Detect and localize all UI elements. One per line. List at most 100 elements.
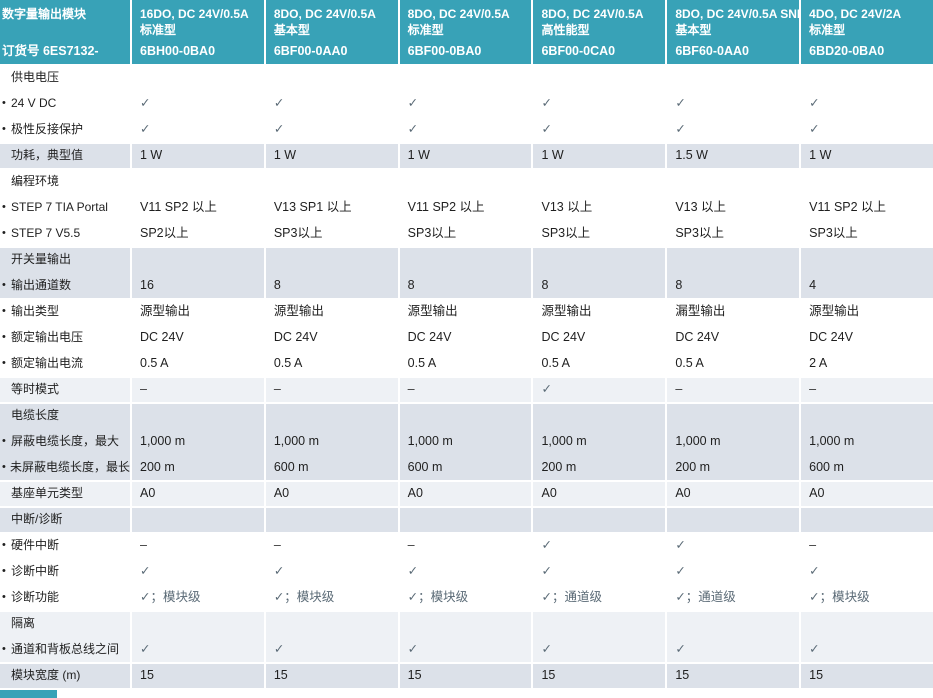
cell-value [533, 402, 666, 428]
cell-value: A0 [801, 480, 933, 506]
cell-value [132, 402, 264, 428]
cell-value: V13 SP1 以上 [265, 194, 398, 220]
cell-value: 0.5 A [667, 350, 800, 376]
cell-value: SP3以上 [399, 220, 532, 246]
cell-value: SP3以上 [667, 220, 800, 246]
row-label: 极性反接保护 [11, 122, 84, 136]
cell-value: – [667, 376, 800, 402]
row-label-cell: • 诊断功能 [0, 584, 130, 610]
table-row: • 诊断功能 ✓；模块级 ✓；模块级 ✓；模块级 ✓；通道级 ✓；通道级 ✓；模块级 [0, 584, 933, 610]
cell-value: 源型输出 [533, 298, 666, 324]
cell-value [533, 246, 666, 272]
table-row: 供电电压 [0, 64, 933, 90]
cell-value: 200 m [132, 454, 264, 480]
row-label-cell: • STEP 7 TIA Portal [0, 194, 130, 220]
cell-value [132, 64, 264, 90]
cell-value [667, 168, 800, 194]
bullet-icon: • [2, 435, 6, 447]
cell-value: A0 [265, 480, 398, 506]
cell-value: 2 A [801, 350, 933, 376]
column-header-cell: 8DO, DC 24V/0.5A SNK 基本型 6BF60-0AA0 [667, 0, 800, 64]
row-label-cell: 功耗，典型值 [0, 142, 130, 168]
cell-value: DC 24V [533, 324, 666, 350]
cell-value [801, 246, 933, 272]
row-label: 隔离 [11, 616, 36, 630]
cell-value [265, 506, 398, 532]
cell-value: ✓ [399, 558, 532, 584]
row-label-cell: • 额定输出电压 [0, 324, 130, 350]
cell-value [265, 402, 398, 428]
cell-value: – [801, 376, 933, 402]
row-label-cell: 编程环境 [0, 168, 130, 194]
table-row: • 硬件中断 – – – ✓ ✓ – [0, 532, 933, 558]
row-label: 编程环境 [11, 174, 60, 188]
cell-value: ✓ [801, 116, 933, 142]
bottom-filler [0, 688, 933, 698]
row-label-cell: • 硬件中断 [0, 532, 130, 558]
cell-value [667, 246, 800, 272]
column-header-cell: 8DO, DC 24V/0.5A 基本型 6BF00-0AA0 [265, 0, 398, 64]
cell-value: 15 [667, 662, 800, 688]
cell-value: DC 24V [132, 324, 264, 350]
cell-value: ✓ [533, 116, 666, 142]
bullet-icon: • [2, 227, 6, 239]
row-label: 开关量输出 [11, 252, 72, 266]
cell-value: SP2以上 [132, 220, 264, 246]
bullet-icon: • [2, 565, 6, 577]
cell-value: 4 [801, 272, 933, 298]
column-header-cell: 16DO, DC 24V/0.5A 标准型 6BH00-0BA0 [132, 0, 264, 64]
cell-value: 1 W [132, 142, 264, 168]
cell-value: ✓ [265, 116, 398, 142]
cell-value: ✓ [667, 532, 800, 558]
cell-value [533, 168, 666, 194]
table-row: • 诊断中断 ✓ ✓ ✓ ✓ ✓ ✓ [0, 558, 933, 584]
row-label: 未屏蔽电缆长度，最长 [9, 460, 130, 474]
cell-value: – [132, 376, 264, 402]
cell-value [667, 64, 800, 90]
cell-value: 1 W [801, 142, 933, 168]
cell-value [265, 64, 398, 90]
row-label-cell: 电缆长度 [0, 402, 130, 428]
table-row: 电缆长度 [0, 402, 933, 428]
cell-value [667, 402, 800, 428]
cell-value: 1,000 m [399, 428, 532, 454]
model-variant: 标准型 [809, 23, 846, 37]
row-label-cell: 中断/诊断 [0, 506, 130, 532]
row-label: 中断/诊断 [11, 512, 63, 526]
bullet-icon: • [2, 123, 6, 135]
cell-value: 源型输出 [132, 298, 264, 324]
row-label: 输出类型 [11, 304, 60, 318]
cell-value: ✓ [667, 558, 800, 584]
bullet-icon: • [2, 539, 6, 551]
cell-value: 600 m [801, 454, 933, 480]
cell-value: V13 以上 [533, 194, 666, 220]
cell-value: ✓ [533, 636, 666, 662]
cell-value: 8 [533, 272, 666, 298]
cell-value: 1 W [533, 142, 666, 168]
cell-value: ✓；模块级 [265, 584, 398, 610]
cell-value: V11 SP2 以上 [399, 194, 532, 220]
table-title: 数字量输出模块 [2, 7, 87, 21]
row-label: 基座单元类型 [11, 486, 84, 500]
cell-value: ✓；通道级 [533, 584, 666, 610]
model-title: 8DO, DC 24V/0.5A [273, 7, 376, 21]
row-label-cell: 隔离 [0, 610, 130, 636]
cell-value [801, 168, 933, 194]
row-label-cell: 模块宽度 (m) [0, 662, 130, 688]
row-label: 诊断中断 [11, 564, 60, 578]
row-label: STEP 7 TIA Portal [11, 200, 108, 214]
column-header-cell: 8DO, DC 24V/0.5A 高性能型 6BF00-0CA0 [533, 0, 666, 64]
model-name-block: 8DO, DC 24V/0.5A 基本型 [274, 6, 391, 38]
bullet-icon: • [2, 357, 6, 369]
cell-value: DC 24V [801, 324, 933, 350]
table-row: • 屏蔽电缆长度，最大 1,000 m 1,000 m 1,000 m 1,000 m… [0, 428, 933, 454]
row-label: 等时模式 [11, 382, 60, 396]
cell-value: 8 [667, 272, 800, 298]
cell-value [399, 610, 532, 636]
model-name-block: 8DO, DC 24V/0.5A SNK 基本型 [675, 6, 799, 38]
bullet-icon: • [2, 461, 6, 473]
cell-value: A0 [399, 480, 532, 506]
